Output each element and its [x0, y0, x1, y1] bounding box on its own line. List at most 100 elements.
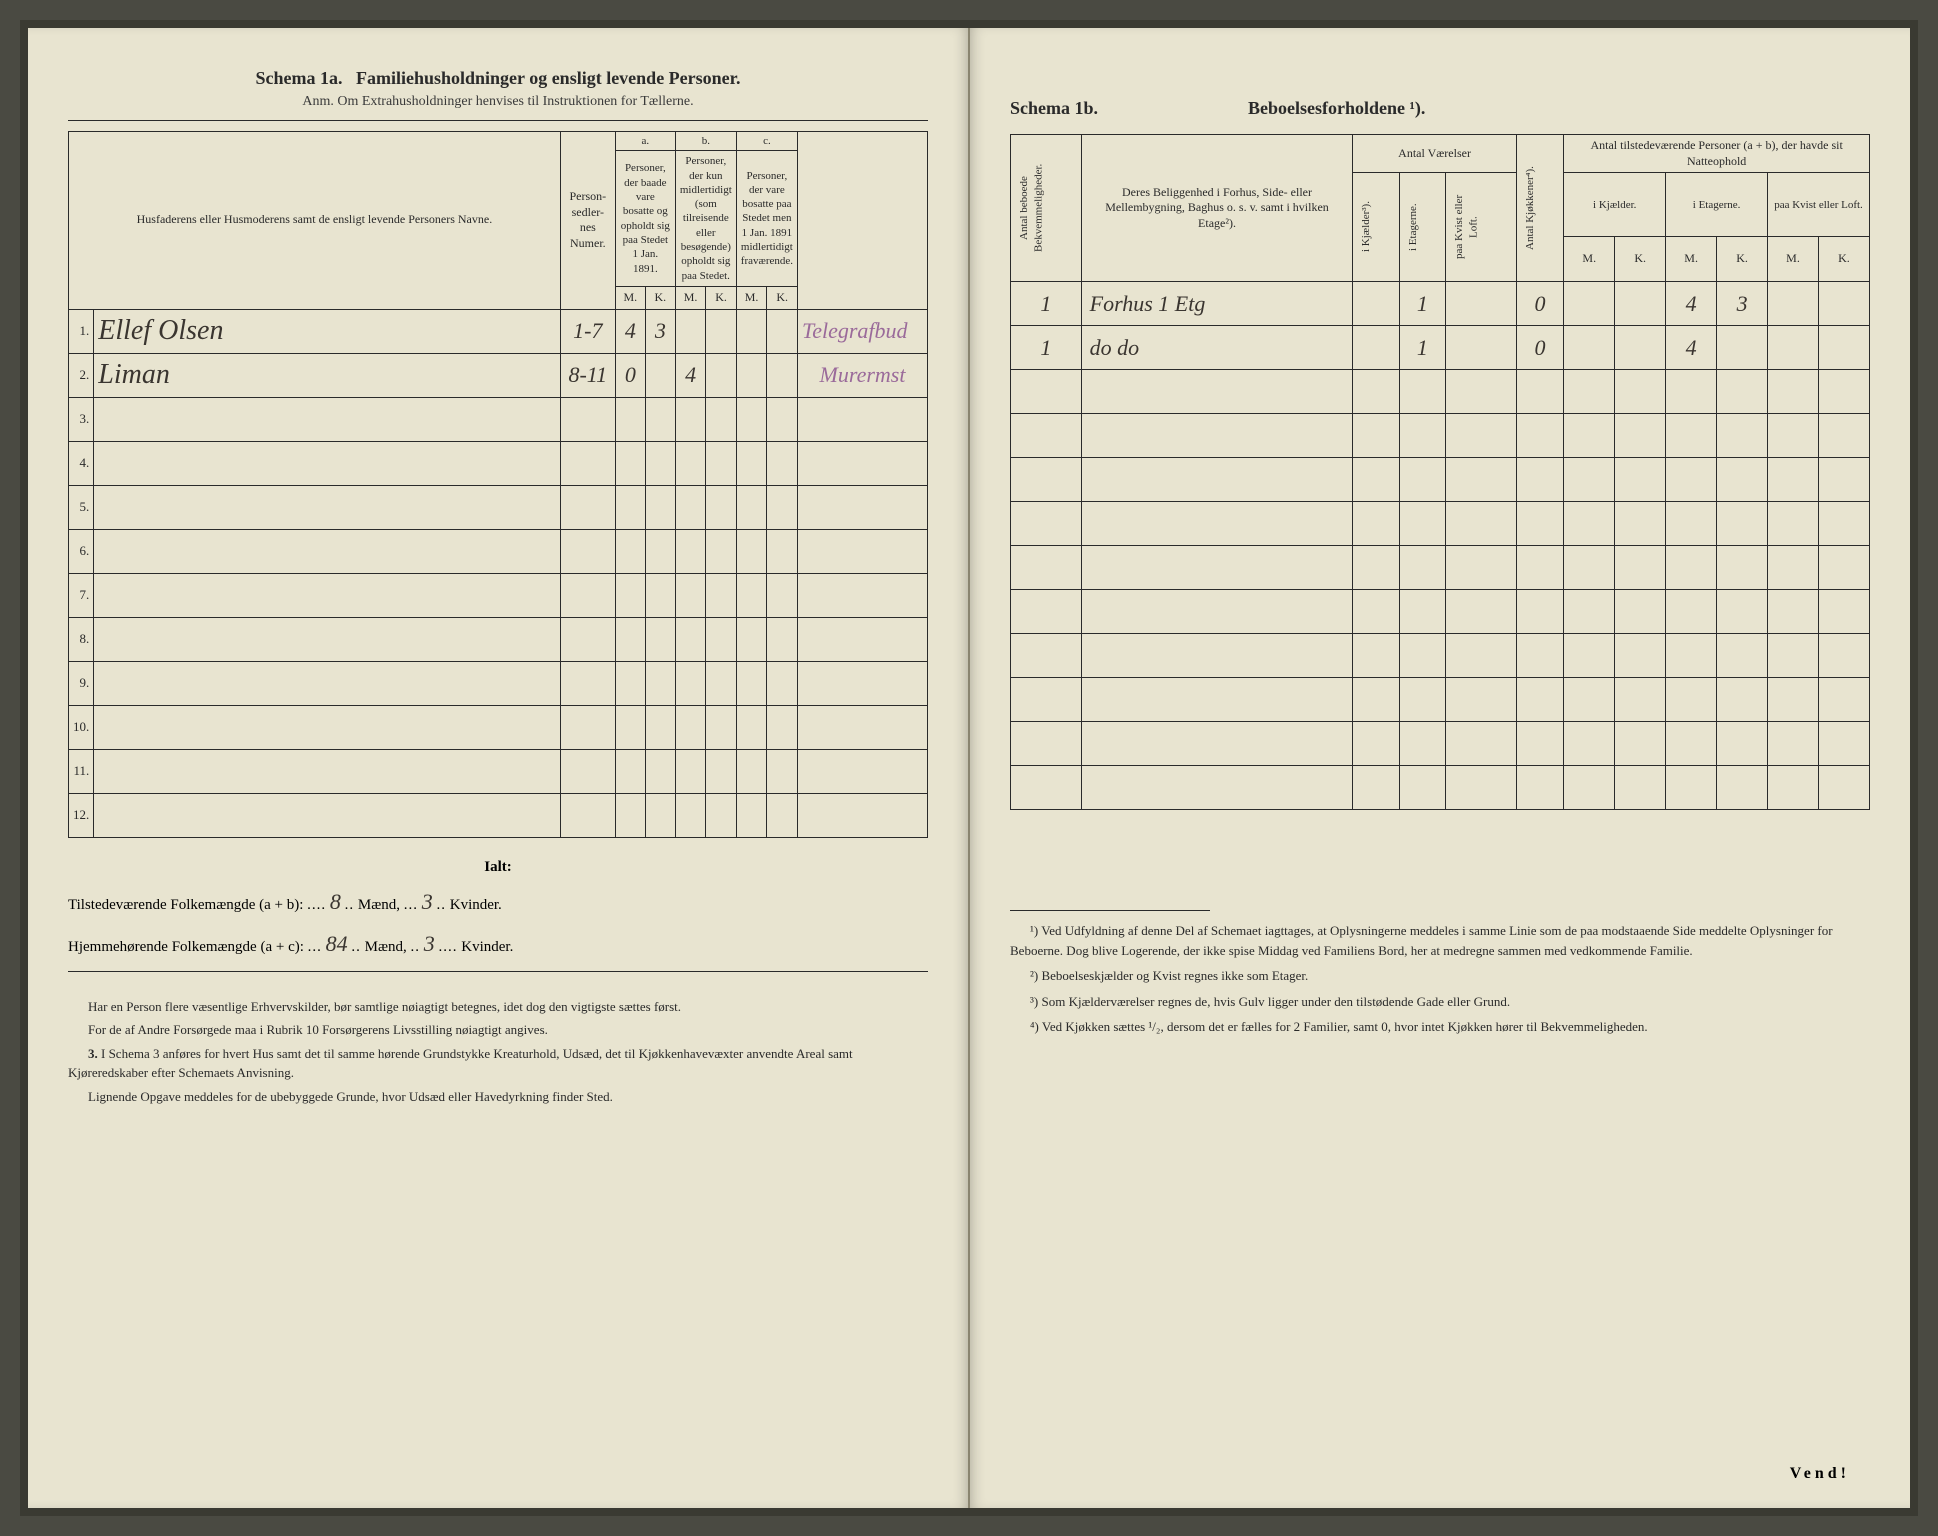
cell-name: Liman [94, 353, 561, 397]
cell-ak [645, 485, 675, 529]
cell-nvk [1818, 502, 1869, 546]
cell-kj [1353, 458, 1399, 502]
cell-note [798, 705, 928, 749]
cell-numer [560, 485, 615, 529]
cell-bm [675, 309, 705, 353]
cell-ak [645, 793, 675, 837]
cell-nkk [1615, 766, 1666, 810]
cell-kj [1353, 282, 1399, 326]
cell-ak [645, 397, 675, 441]
cell-ck [767, 441, 798, 485]
table-row: 11. [69, 749, 928, 793]
cell-note [798, 529, 928, 573]
cell-numer: 8-11 [560, 353, 615, 397]
cell-bm [675, 705, 705, 749]
cell-ck [767, 353, 798, 397]
cell-nkm [1564, 590, 1615, 634]
cell-nvk [1818, 458, 1869, 502]
cell-kv [1446, 590, 1517, 634]
row-number: 10. [69, 705, 94, 749]
document-spread: Schema 1a. Familiehusholdninger og ensli… [20, 20, 1918, 1516]
cell-nem: 4 [1666, 326, 1717, 370]
cell-name [94, 749, 561, 793]
cell-kj [1353, 546, 1399, 590]
cell-kjok [1516, 766, 1564, 810]
cell-kj [1353, 502, 1399, 546]
schema-1a-subtitle: Anm. Om Extrahusholdninger henvises til … [68, 94, 928, 110]
cell-kjok [1516, 722, 1564, 766]
cell-name [94, 485, 561, 529]
cell-bek [1011, 458, 1082, 502]
cell-nkk [1615, 414, 1666, 458]
cell-name [94, 705, 561, 749]
cell-nkm [1564, 722, 1615, 766]
header-ak: K. [645, 286, 675, 309]
cell-nvk [1818, 634, 1869, 678]
row-number: 1. [69, 309, 94, 353]
cell-bk [706, 397, 736, 441]
header-natteophold: Antal tilstedeværende Personer (a + b), … [1564, 135, 1870, 173]
footnote-r2: ²) Beboelseskjælder og Kvist regnes ikke… [1010, 966, 1870, 986]
cell-am [615, 617, 645, 661]
row-number: 12. [69, 793, 94, 837]
cell-bk [706, 793, 736, 837]
cell-nvm [1768, 634, 1819, 678]
header-c-label: c. [736, 132, 797, 151]
cell-et: 1 [1399, 282, 1445, 326]
cell-cm [736, 573, 767, 617]
cell-kv [1446, 282, 1517, 326]
cell-kv [1446, 502, 1517, 546]
cell-cm [736, 441, 767, 485]
cell-nem [1666, 502, 1717, 546]
cell-name: Ellef Olsen [94, 309, 561, 353]
schema-1a-table: Husfaderens eller Husmoderens samt de en… [68, 131, 928, 838]
cell-note [798, 573, 928, 617]
footnote-l1: Har en Person flere væsentlige Erhvervsk… [68, 997, 928, 1017]
cell-ak [645, 573, 675, 617]
cell-kv [1446, 458, 1517, 502]
row-number: 6. [69, 529, 94, 573]
table-row: 1.Ellef Olsen1-743Telegrafbud [69, 309, 928, 353]
cell-ck [767, 617, 798, 661]
cell-kv [1446, 634, 1517, 678]
cell-numer [560, 793, 615, 837]
cell-bm [675, 793, 705, 837]
cell-kjok: 0 [1516, 326, 1564, 370]
cell-bek [1011, 590, 1082, 634]
cell-note [798, 749, 928, 793]
cell-bek: 1 [1011, 326, 1082, 370]
header-nek: K. [1717, 237, 1768, 282]
totals-line1-label: Tilstedeværende Folkemængde (a + b): [68, 897, 303, 913]
right-page: Schema 1b. Beboelsesforholdene ¹). Antal… [970, 28, 1910, 1508]
cell-ck [767, 573, 798, 617]
cell-nem [1666, 678, 1717, 722]
cell-nkm [1564, 326, 1615, 370]
footnote-l4: Lignende Opgave meddeles for de ubebygge… [68, 1087, 928, 1107]
cell-note [798, 661, 928, 705]
cell-nek [1717, 766, 1768, 810]
row-number: 7. [69, 573, 94, 617]
header-a-label: a. [615, 132, 675, 151]
cell-et [1399, 546, 1445, 590]
cell-kj [1353, 678, 1399, 722]
footnote-l3-num: 3. [88, 1046, 98, 1061]
table-row: 1do do104 [1011, 326, 1870, 370]
cell-kv [1446, 326, 1517, 370]
cell-ak [645, 617, 675, 661]
row-number: 8. [69, 617, 94, 661]
cell-nek [1717, 502, 1768, 546]
right-footnotes: ¹) Ved Udfyldning af denne Del af Schema… [1010, 910, 1870, 1037]
cell-nkm [1564, 370, 1615, 414]
cell-bek [1011, 722, 1082, 766]
maend-label-2: Mænd, [365, 939, 407, 955]
cell-ck [767, 749, 798, 793]
cell-numer [560, 529, 615, 573]
cell-loc [1081, 766, 1353, 810]
cell-numer [560, 573, 615, 617]
cell-ak [645, 353, 675, 397]
cell-bm [675, 441, 705, 485]
header-v-kjaelder: i Kjælder³). [1357, 187, 1375, 267]
cell-numer: 1-7 [560, 309, 615, 353]
cell-am [615, 397, 645, 441]
totals-line1-m: 8 [330, 889, 341, 914]
